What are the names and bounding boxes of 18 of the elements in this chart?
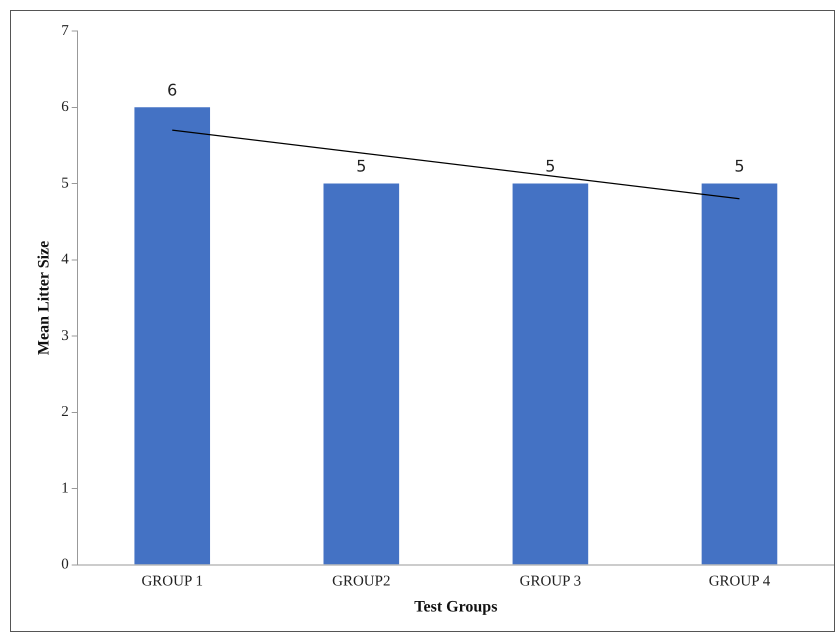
y-tick-label: 6 [61,99,70,116]
y-tick-label: 1 [61,480,69,496]
y-tick-label: 3 [61,328,69,344]
data-label: 5 [356,156,366,176]
y-tick-label: 7 [61,22,70,39]
x-tick-label: GROUP2 [332,574,390,590]
x-tick-label: GROUP 1 [141,574,204,590]
data-label: 5 [545,156,556,176]
x-tick-label: GROUP 4 [708,574,771,590]
y-axis-title: Mean Litter Size [36,240,53,356]
x-axis-title: Test Groups [414,598,498,616]
y-tick-label: 0 [61,556,69,573]
x-tick-label: GROUP 3 [520,574,582,590]
data-label: 5 [734,156,745,176]
y-tick-label: 2 [61,404,69,420]
y-tick-label: 5 [61,175,69,192]
data-label: 6 [167,80,178,100]
y-tick-label: 4 [61,252,70,268]
